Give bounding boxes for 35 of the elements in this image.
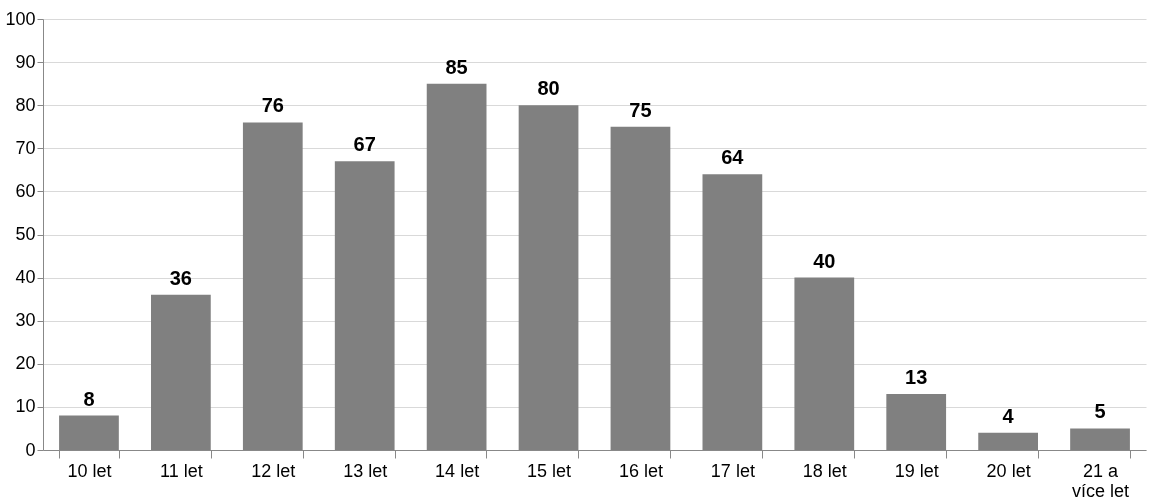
data-label: 36 <box>169 266 192 289</box>
y-tick-label: 100 <box>5 8 36 29</box>
data-label: 64 <box>721 146 745 169</box>
data-label: 80 <box>537 77 560 100</box>
y-tick-label: 70 <box>15 137 36 158</box>
x-tick-label: 18 let <box>802 460 847 481</box>
x-tick-label: 12 let <box>251 460 296 481</box>
x-tick-label: 16 let <box>618 460 663 481</box>
data-label: 85 <box>445 55 468 78</box>
y-tick-label: 80 <box>15 94 36 115</box>
data-label: 76 <box>261 94 284 117</box>
data-label: 67 <box>353 133 376 156</box>
data-label: 4 <box>1002 404 1015 427</box>
data-label: 13 <box>905 365 928 388</box>
data-label: 5 <box>1094 400 1106 423</box>
data-label: 40 <box>813 249 836 272</box>
x-tick-label: 19 let <box>894 460 939 481</box>
x-tick-label: 10 let <box>67 460 112 481</box>
y-tick-label: 50 <box>15 224 36 244</box>
y-tick-label: 0 <box>25 439 36 460</box>
x-tick-label: 20 let <box>986 460 1031 481</box>
y-tick-label: 60 <box>15 180 36 201</box>
x-tick-label: 14 let <box>435 460 480 481</box>
x-tick-label: 11 let <box>160 460 203 481</box>
y-tick-label: 20 <box>15 353 36 374</box>
y-tick-label: 10 <box>15 396 36 417</box>
y-tick-label: 30 <box>15 310 36 331</box>
y-tick-label: 90 <box>15 51 36 72</box>
data-label: 8 <box>83 387 95 410</box>
x-tick-label: 21 a více let <box>1072 460 1130 501</box>
data-label: 75 <box>629 98 652 121</box>
x-tick-label: 13 let <box>343 460 388 481</box>
x-tick-label: 17 let <box>710 460 755 481</box>
x-tick-label: 15 let <box>527 460 572 481</box>
y-tick-label: 40 <box>15 267 36 288</box>
